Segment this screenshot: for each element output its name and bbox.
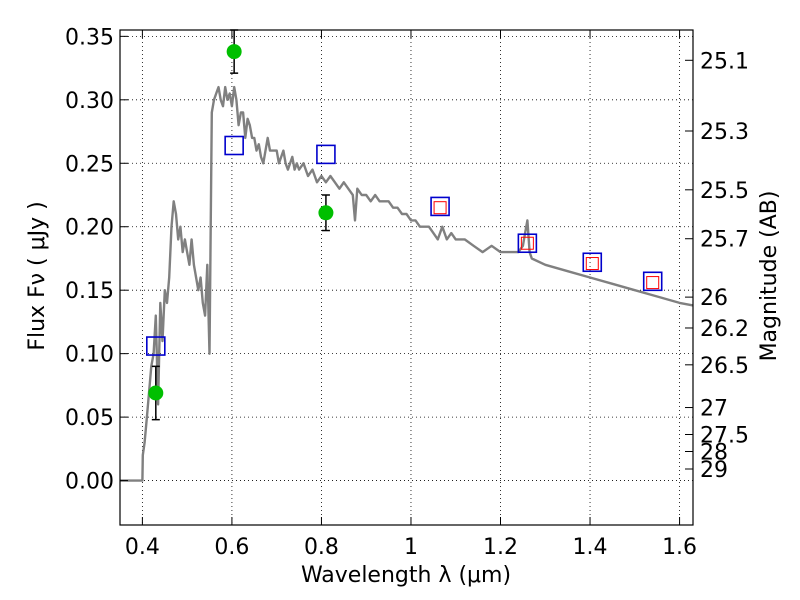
model-point-blue (642, 271, 663, 292)
axes-group (119, 29, 694, 526)
y2-tick-label: 26.5 (700, 354, 749, 379)
y2-tick-label: 27.5 (700, 423, 749, 448)
model-point-blue (582, 252, 603, 273)
sed-model-line (120, 85, 694, 482)
sed-model-line-group (120, 85, 694, 482)
y-tick-label: 0.35 (65, 25, 114, 50)
y2-tick-label: 25.5 (700, 179, 749, 204)
x-ticks: 0.4 0.6 0.8 1 1.2 1.4 1.6 (125, 30, 697, 560)
x-tick-label: 1 (404, 535, 418, 560)
model-point-red (585, 257, 599, 271)
y2-tick-label: 25.3 (700, 120, 749, 145)
model-point-blue (146, 336, 166, 356)
grid (120, 30, 693, 525)
observed-point (226, 44, 242, 60)
model-point-red (520, 236, 534, 250)
x-axis-label: Wavelength λ (μm) (301, 563, 511, 588)
y2-tick-label: 26 (700, 286, 728, 311)
model-point-blue (430, 196, 450, 217)
markers-group (146, 29, 663, 421)
y-tick-label: 0.15 (65, 279, 114, 304)
y2-tick-label: 26.2 (700, 317, 749, 342)
y2-tick-label: 27 (700, 397, 728, 422)
x-tick-label: 1.6 (662, 535, 697, 560)
model-point-blue (224, 135, 244, 156)
model-point-red (433, 201, 447, 215)
x-tick-label: 0.4 (125, 535, 160, 560)
model-point-red (646, 276, 660, 290)
y-tick-label: 0.10 (65, 343, 114, 368)
model-point-blue (316, 144, 336, 165)
observed-point (318, 205, 334, 221)
y-tick-label: 0.00 (65, 470, 114, 495)
y-ticks: 0.00 0.05 0.10 0.15 0.20 0.25 0.30 0.35 (65, 25, 128, 495)
y2-tick-label: 29 (700, 458, 728, 483)
x-tick-label: 1.4 (573, 535, 608, 560)
y2-axis-label: Magnitude (AB) (757, 191, 782, 362)
x-tick-label: 1.2 (483, 535, 518, 560)
plot-frame (119, 29, 694, 526)
y2-tick-label: 25.7 (700, 228, 749, 253)
y-axis-label: Flux Fν ( μJy ) (25, 201, 50, 350)
y2-tick-label: 25.1 (700, 49, 749, 74)
y-tick-label: 0.25 (65, 152, 114, 177)
x-tick-label: 0.6 (214, 535, 249, 560)
observed-point (148, 385, 164, 401)
y-tick-label: 0.20 (65, 216, 114, 241)
y-tick-label: 0.05 (65, 406, 114, 431)
y-tick-label: 0.30 (65, 89, 114, 114)
y2-tick-label: 28 (700, 441, 728, 466)
x-tick-label: 0.8 (304, 535, 339, 560)
model-point-blue (517, 233, 538, 254)
